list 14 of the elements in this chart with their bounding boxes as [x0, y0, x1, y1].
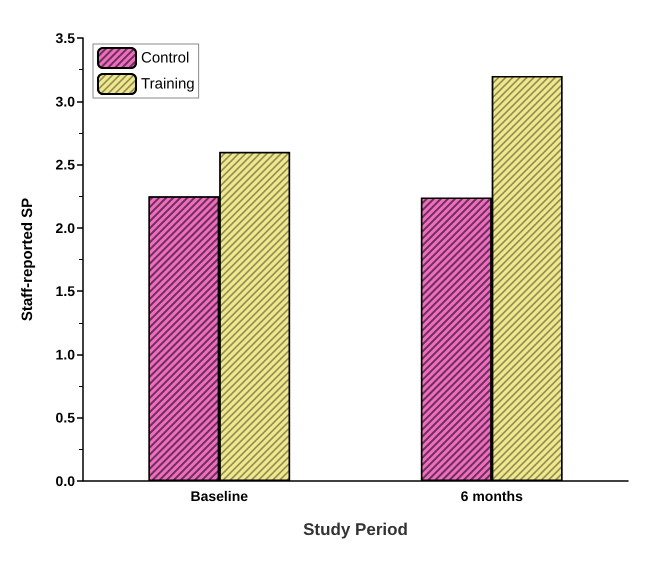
x-tick-label: Baseline: [190, 488, 248, 504]
y-tick-label: 2.5: [56, 156, 76, 173]
legend-label: Training: [141, 76, 195, 92]
y-tick-label: 1.5: [56, 283, 76, 300]
y-tick-label: 3.0: [56, 93, 76, 110]
y-axis-title: Staff-reported SP: [19, 198, 36, 322]
y-tick-label: 3.5: [56, 30, 76, 46]
y-tick-label: 0.5: [56, 410, 76, 426]
y-tick-label: 0.0: [56, 473, 76, 489]
x-tick-label: 6 months: [460, 488, 524, 504]
x-axis-title: Study Period: [303, 520, 408, 539]
y-tick-label: 1.0: [56, 346, 76, 362]
legend-label: Control: [141, 50, 190, 66]
y-tick-label: 2.0: [56, 220, 76, 236]
